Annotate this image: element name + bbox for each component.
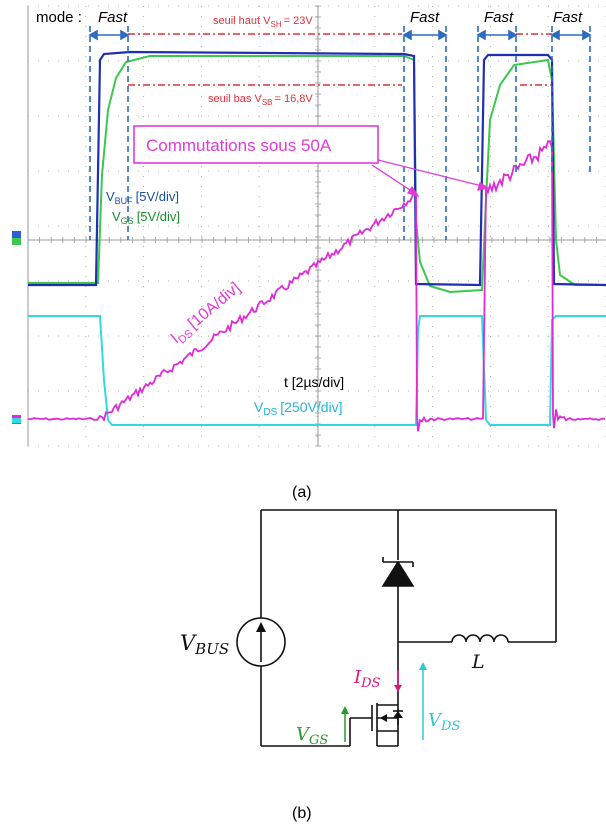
vbus-arrow-head-icon: [256, 622, 266, 632]
caption-a: (a): [292, 484, 312, 501]
vbuf-label: VBUF [5V/div]: [106, 189, 179, 206]
vds-trace: [28, 315, 606, 426]
vbus-source-icon: [236, 617, 286, 667]
ids-trace: [27, 140, 606, 432]
fast-arrows: [88, 29, 592, 41]
vds-circuit-label: VDS: [428, 710, 460, 734]
inductor-label: L: [471, 651, 485, 673]
scope-grid: [27, 5, 606, 447]
fast-label-3: Fast: [484, 9, 514, 26]
fast-label-2: Fast: [410, 9, 440, 26]
wire-top-right: [261, 509, 557, 642]
channel-markers: [12, 231, 21, 424]
diode-icon: [381, 557, 415, 587]
mode-label: mode :: [36, 9, 82, 26]
fast-label-4: Fast: [553, 9, 583, 26]
threshold-lines: [128, 33, 552, 86]
threshold-low-label: seuil bas VSB = 16,8V: [208, 93, 313, 107]
commutation-box: [133, 125, 379, 164]
circuit-diagram: [236, 509, 557, 747]
ids-arrow-icon: [394, 670, 402, 692]
vgs-circuit-label: VGS: [296, 724, 328, 748]
vds-arrow-icon: [419, 662, 427, 740]
ids-circuit-label: IDS: [353, 667, 381, 691]
vgs-label: VGS [5V/div]: [112, 209, 180, 226]
fast-label-1: Fast: [98, 9, 128, 26]
fast-mode-markers: [89, 26, 591, 240]
threshold-high-label: seuil haut VSH = 23V: [213, 15, 313, 29]
vds-scope-label: VDS [250V/div]: [254, 399, 343, 418]
time-scale-label: t [2µs/div]: [284, 374, 344, 390]
inductor-icon: [451, 634, 509, 643]
vbus-label: VBUS: [180, 631, 229, 658]
commutation-label: Commutations sous 50A: [146, 136, 332, 155]
mosfet-icon: [350, 703, 403, 746]
caption-b: (b): [292, 805, 312, 822]
commutation-arrows: [371, 159, 490, 198]
oscilloscope-panel: mode : Fast Fast Fast Fast seuil haut VS…: [12, 5, 606, 447]
vgs-arrow-icon: [341, 706, 349, 742]
